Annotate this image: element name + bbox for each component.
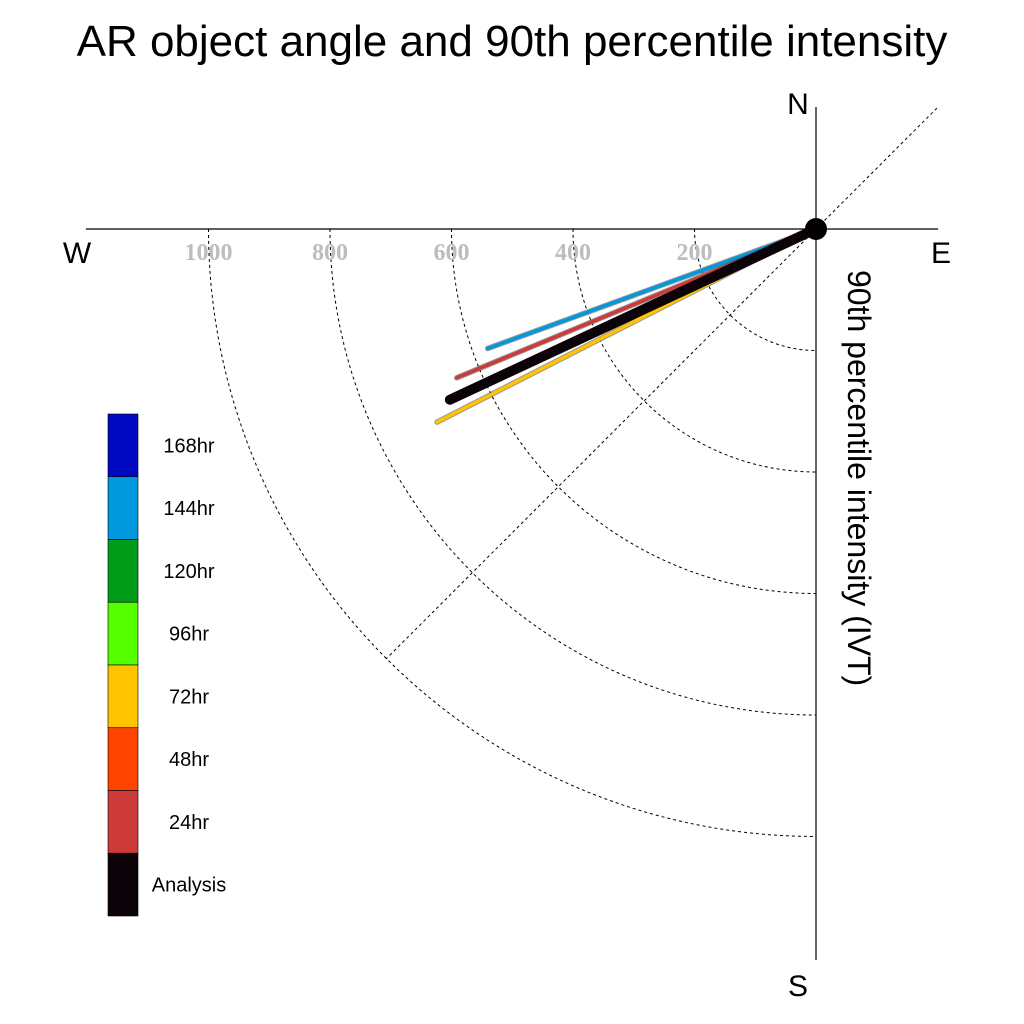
compass-north: N bbox=[787, 88, 809, 121]
chart-title: AR object angle and 90th percentile inte… bbox=[77, 17, 948, 66]
legend-swatch-96hr bbox=[107, 601, 139, 666]
tick-label-400: 400 bbox=[555, 240, 591, 266]
legend: 168hr 144hr 120hr 96hr 72hr 48hr 24hr Analysis bbox=[107, 413, 226, 917]
compass-west: W bbox=[63, 237, 92, 270]
series-lines bbox=[434, 224, 821, 425]
grid-arc-1000 bbox=[208, 228, 817, 837]
grid-arc-600 bbox=[451, 228, 817, 594]
grid-arc-800 bbox=[329, 228, 817, 716]
tick-label-600: 600 bbox=[434, 240, 470, 266]
legend-swatch-72hr bbox=[107, 664, 139, 729]
legend-label-120hr: 120hr bbox=[163, 561, 214, 583]
tick-label-1000: 1000 bbox=[185, 240, 233, 266]
legend-label-96hr: 96hr bbox=[169, 624, 209, 646]
radial-tick-labels: 200 400 600 800 1000 bbox=[185, 240, 713, 266]
y-axis-label: 90th percentile intensity (IVT) bbox=[841, 270, 877, 686]
series-line-analysis bbox=[444, 224, 821, 405]
compass-east: E bbox=[931, 237, 951, 270]
compass-south: S bbox=[788, 970, 808, 1003]
legend-label-analysis: Analysis bbox=[152, 875, 226, 897]
legend-swatch-48hr bbox=[107, 727, 139, 791]
diagonal-sw bbox=[385, 228, 817, 660]
legend-label-144hr: 144hr bbox=[163, 498, 214, 520]
legend-swatch-24hr bbox=[107, 790, 139, 854]
grid-arc-200 bbox=[694, 228, 817, 351]
legend-swatch-144hr bbox=[107, 476, 139, 540]
legend-swatch-168hr bbox=[107, 413, 139, 478]
origin-marker bbox=[805, 218, 827, 240]
tick-label-800: 800 bbox=[312, 240, 348, 266]
polar-grid bbox=[208, 106, 939, 837]
tick-label-200: 200 bbox=[677, 240, 713, 266]
legend-swatch-120hr bbox=[107, 539, 139, 603]
grid-arc-400 bbox=[572, 228, 817, 473]
legend-swatch-analysis bbox=[107, 852, 139, 917]
diagonal-ne bbox=[815, 106, 939, 230]
legend-label-24hr: 24hr bbox=[169, 812, 209, 834]
legend-label-168hr: 168hr bbox=[163, 435, 214, 457]
legend-label-48hr: 48hr bbox=[169, 749, 209, 771]
legend-label-72hr: 72hr bbox=[169, 686, 209, 708]
